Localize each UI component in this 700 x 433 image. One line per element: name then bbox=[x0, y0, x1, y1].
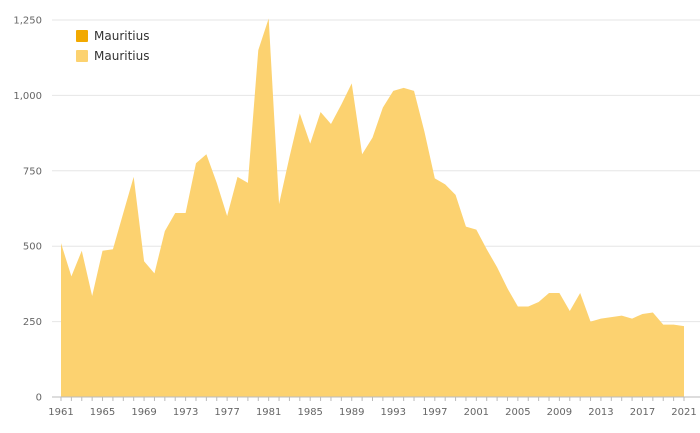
x-tick-label: 2005 bbox=[505, 407, 530, 418]
x-tick-label: 2009 bbox=[547, 407, 572, 418]
legend-label-0: Mauritius bbox=[94, 29, 149, 43]
y-tick-label: 250 bbox=[23, 317, 42, 328]
x-tick-label: 2001 bbox=[464, 407, 489, 418]
x-tick-label: 1961 bbox=[48, 407, 73, 418]
x-tick-label: 1989 bbox=[339, 407, 364, 418]
legend-swatch-1 bbox=[76, 50, 88, 62]
x-axis-ticks: 1961 1965 1969 1973 1977 1981 1985 1989 1993 1997… bbox=[48, 397, 697, 418]
y-tick-label: 0 bbox=[36, 393, 42, 404]
series-area-mauritius bbox=[61, 18, 684, 398]
x-tick-label: 1981 bbox=[256, 407, 281, 418]
x-tick-label: 1997 bbox=[422, 407, 447, 418]
y-tick-label: 1,000 bbox=[13, 91, 42, 102]
x-tick-label: 1993 bbox=[381, 407, 406, 418]
legend-label-1: Mauritius bbox=[94, 49, 149, 63]
x-tick-label: 1965 bbox=[90, 407, 115, 418]
x-tick-label: 2013 bbox=[588, 407, 613, 418]
x-tick-label: 1985 bbox=[297, 407, 322, 418]
y-tick-label: 750 bbox=[23, 166, 42, 177]
legend-item-1[interactable]: Mauritius bbox=[76, 49, 149, 63]
x-tick-label: 2017 bbox=[630, 407, 655, 418]
legend-item-0[interactable]: Mauritius bbox=[76, 29, 149, 43]
y-tick-label: 500 bbox=[23, 242, 42, 253]
legend: Mauritius Mauritius bbox=[76, 29, 149, 63]
y-tick-label: 1,250 bbox=[13, 16, 42, 27]
x-tick-label: 1977 bbox=[214, 407, 239, 418]
y-axis-ticks: 0 250 500 750 1,000 1,250 bbox=[13, 16, 42, 404]
x-tick-label: 1973 bbox=[173, 407, 198, 418]
x-tick-label: 2021 bbox=[671, 407, 696, 418]
x-tick-label: 1969 bbox=[131, 407, 156, 418]
legend-swatch-0 bbox=[76, 30, 88, 42]
